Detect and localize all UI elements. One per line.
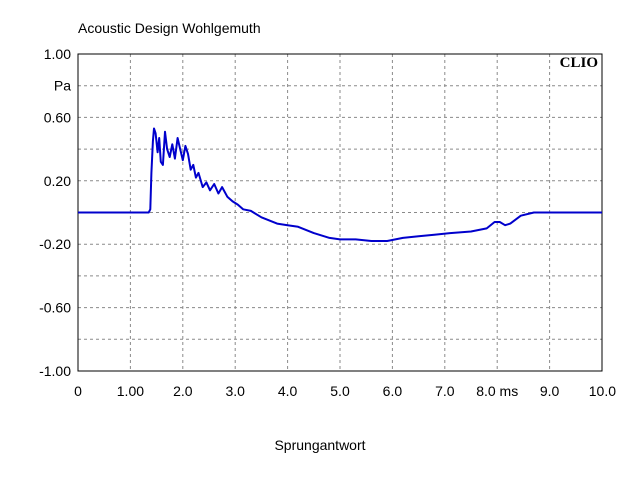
chart-title: Acoustic Design Wohlgemuth	[78, 20, 261, 36]
y-tick-label: -0.60	[39, 300, 71, 316]
x-tick-labels: 0 1.00 2.0 3.0 4.0 5.0 6.0 7.0 8.0 ms 9.0 10.0	[74, 383, 616, 399]
brand-label: CLIO	[560, 55, 598, 71]
x-tick-label: 9.0	[540, 383, 560, 399]
x-tick-label: 1.00	[117, 383, 144, 399]
x-tick-label: 6.0	[383, 383, 403, 399]
series-line	[78, 127, 602, 242]
y-tick-labels: 1.00 Pa 0.60 0.20 -0.20 -0.60 -1.00	[39, 46, 71, 379]
x-axis-label: Sprungantwort	[274, 437, 365, 453]
x-tick-label: 10.0	[589, 383, 616, 399]
y-tick-label: 0.20	[44, 173, 71, 189]
y-tick-label: -0.20	[39, 236, 71, 252]
y-tick-label: -1.00	[39, 363, 71, 379]
x-tick-label: 5.0	[330, 383, 350, 399]
x-tick-label: 8.0 ms	[476, 383, 518, 399]
y-tick-label: 1.00	[44, 46, 71, 62]
x-tick-label: 7.0	[435, 383, 455, 399]
x-tick-label: 2.0	[173, 383, 193, 399]
grid	[78, 54, 602, 371]
series-layer	[78, 127, 602, 242]
y-tick-label: 0.60	[44, 109, 71, 125]
y-tick-label: Pa	[54, 78, 71, 94]
x-tick-label: 4.0	[278, 383, 298, 399]
x-tick-label: 3.0	[225, 383, 245, 399]
x-tick-label: 0	[74, 383, 82, 399]
